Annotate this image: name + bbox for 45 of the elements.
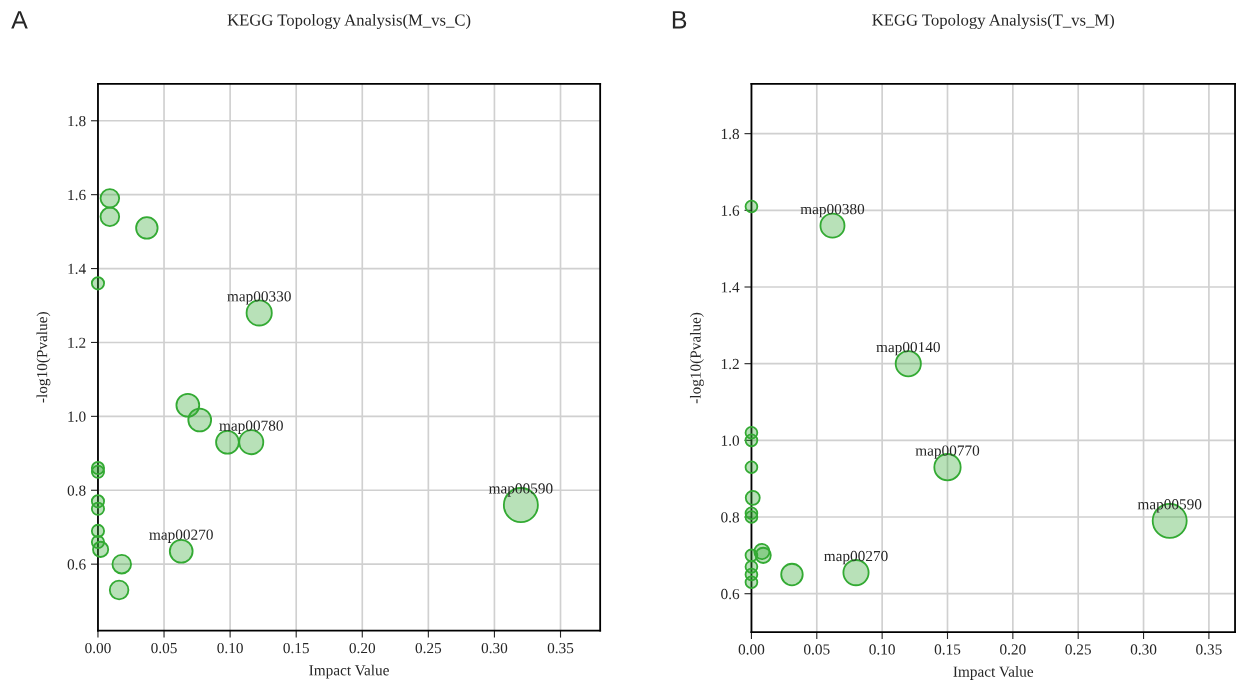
annotation: map00140: [876, 341, 940, 356]
x-tick-label: 0.35: [547, 642, 574, 654]
annotation: map00270: [824, 550, 888, 565]
chart-title: KEGG Topology Analysis(M_vs_C): [227, 13, 471, 30]
y-tick-label: 1.4: [721, 282, 740, 293]
y-tick-label: 1.2: [68, 337, 86, 348]
y-tick-label: 1.6: [721, 205, 740, 216]
x-tick-label: 0.00: [85, 642, 111, 654]
y-tick-label: 1.6: [68, 189, 86, 201]
y-tick-label: 0.6: [67, 559, 86, 570]
x-axis-title: Impact Value: [953, 666, 1034, 680]
x-tick-label: 0.15: [934, 644, 961, 655]
y-tick-label: 1.4: [68, 263, 86, 275]
x-tick-label: 0.10: [869, 644, 895, 655]
x-tick-label: 0.15: [283, 642, 309, 654]
y-tick-label: 0.8: [721, 512, 740, 523]
x-tick-label: 0.25: [415, 642, 442, 654]
annotation: map00270: [149, 529, 213, 543]
y-tick-label: 0.8: [67, 485, 86, 496]
x-tick-label: 0.00: [738, 644, 765, 655]
x-tick-label: 0.05: [804, 644, 830, 655]
y-tick-label: 1.8: [721, 128, 740, 140]
y-axis-title: -log10(Pvalue): [36, 312, 51, 403]
chart-title: KEGG Topology Analysis(T_vs_M): [872, 13, 1114, 30]
x-tick-label: 0.20: [349, 642, 376, 654]
y-axis-title: -log10(Pvalue): [689, 312, 704, 404]
x-tick-label: 0.20: [1000, 644, 1026, 655]
y-tick-label: 1.8: [68, 115, 86, 127]
x-tick-label: 0.30: [481, 642, 508, 654]
x-tick-label: 0.25: [1065, 644, 1091, 655]
annotation: map00780: [219, 420, 283, 434]
annotation: map00380: [800, 203, 865, 218]
x-tick-label: 0.30: [1130, 644, 1157, 655]
y-tick-label: 1.2: [721, 358, 739, 370]
x-tick-label: 0.10: [217, 642, 243, 654]
y-tick-label: 0.6: [721, 588, 740, 600]
y-tick-label: 1.0: [721, 435, 740, 446]
y-tick-label: 1.0: [68, 411, 86, 422]
x-tick-label: 0.05: [151, 642, 177, 654]
text: B: [672, 11, 687, 29]
annotation: map00770: [915, 445, 980, 459]
x-axis-title: Impact Value: [309, 664, 389, 679]
x-tick-label: 0.35: [1196, 644, 1222, 655]
text: A: [11, 11, 28, 29]
annotation: map00330: [227, 291, 291, 305]
